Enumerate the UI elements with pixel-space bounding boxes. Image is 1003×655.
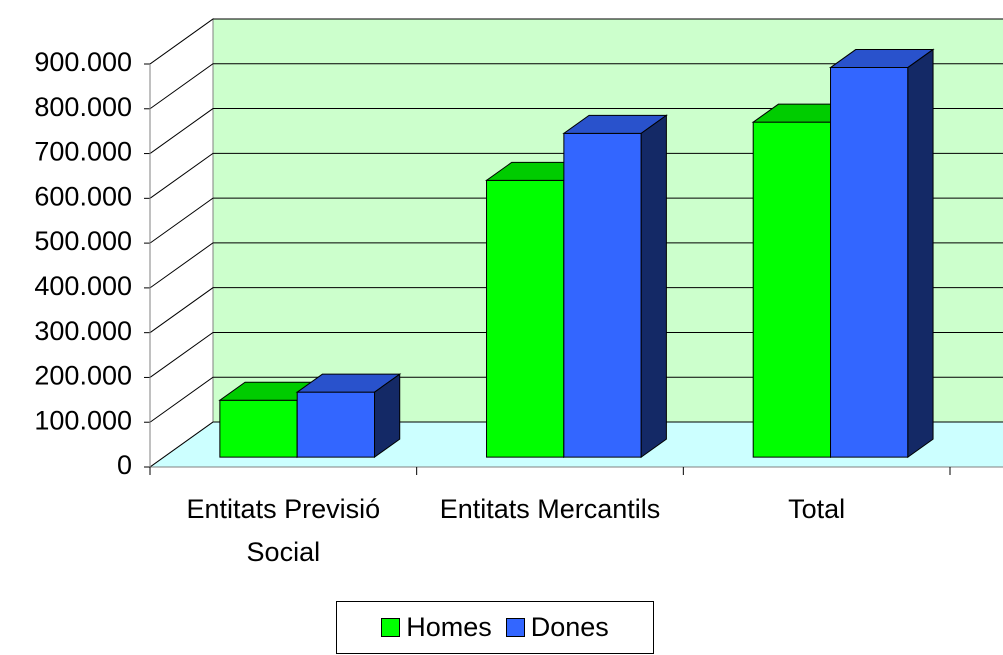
y-tick-label: 800.000 — [34, 92, 132, 122]
grid-line — [149, 18, 1003, 65]
y-tick-label: 100.000 — [34, 405, 132, 435]
legend-swatch — [505, 618, 525, 637]
bar-side — [907, 48, 934, 459]
y-tick-label: 700.000 — [34, 137, 132, 167]
legend-item: Homes — [381, 612, 492, 643]
y-tick-label: 900.000 — [34, 47, 132, 77]
x-tick-label: Entitats Mercantils — [439, 494, 661, 524]
bar-front — [486, 179, 565, 458]
legend-item: Dones — [505, 612, 609, 643]
bar-front — [830, 67, 909, 458]
bar-front — [219, 399, 298, 458]
bar — [562, 114, 668, 459]
bar-side — [374, 373, 401, 459]
bar — [828, 48, 935, 459]
y-tick-label: 600.000 — [34, 181, 132, 211]
bar — [295, 373, 402, 459]
legend-label: Dones — [530, 612, 609, 642]
legend: Homes Dones — [336, 601, 654, 654]
legend-label: Homes — [406, 612, 492, 642]
legend-swatch — [381, 618, 401, 637]
x-tick-label: Total — [788, 494, 846, 524]
y-tick-label: 500.000 — [34, 226, 132, 256]
grid-line — [149, 63, 1003, 110]
y-tick-label: 300.000 — [34, 316, 132, 346]
bar-front — [563, 132, 642, 458]
bar-side — [640, 114, 667, 459]
y-tick-label: 400.000 — [34, 271, 132, 301]
y-tick-label: 0 — [117, 450, 132, 480]
bar-front — [752, 121, 832, 458]
bar-front — [296, 391, 376, 458]
y-tick-label: 200.000 — [34, 361, 132, 391]
x-tick-label: Entitats Previsió Social — [186, 494, 381, 567]
